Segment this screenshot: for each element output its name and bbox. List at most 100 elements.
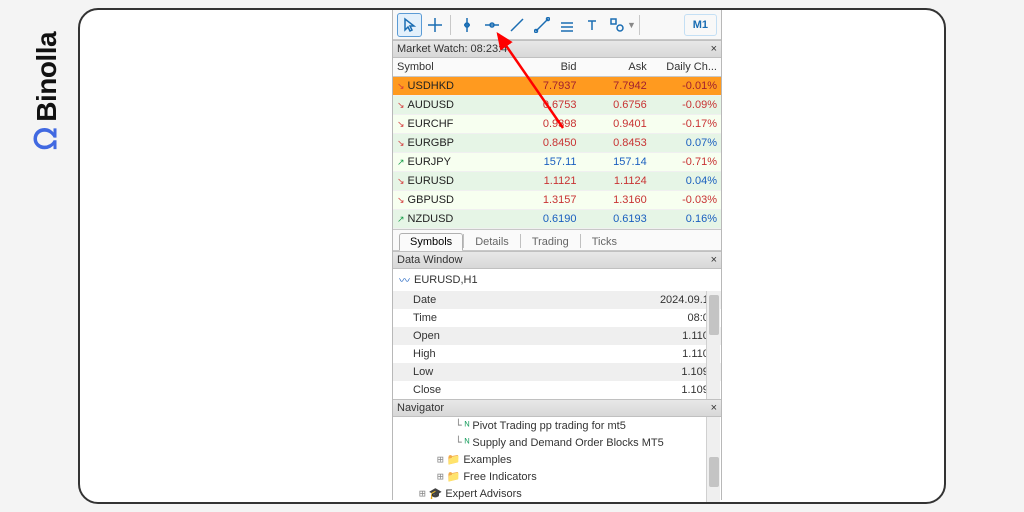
trend-arrow-icon: ↘ bbox=[397, 119, 405, 130]
data-key: Low bbox=[413, 366, 681, 378]
folder-icon: 📁 bbox=[447, 453, 461, 466]
indicator-icon: ᴺ bbox=[465, 437, 470, 449]
trend-arrow-icon: ↘ bbox=[397, 195, 405, 206]
navigator-item[interactable]: └ ᴺ Pivot Trading pp trading for mt5 bbox=[393, 417, 721, 434]
ask-value: 0.6193 bbox=[577, 213, 647, 225]
dropdown-icon[interactable]: ▼ bbox=[627, 20, 636, 30]
symbol-name: EURGBP bbox=[408, 137, 454, 149]
bid-value: 0.9398 bbox=[506, 118, 576, 130]
vline-tool[interactable] bbox=[454, 13, 479, 37]
scrollbar[interactable] bbox=[706, 291, 720, 399]
app-frame: ▼ M1 Market Watch: 08:23:4 × Symbol Bid … bbox=[78, 8, 946, 504]
timeframe-button[interactable]: M1 bbox=[684, 14, 717, 36]
trend-arrow-icon: ↘ bbox=[397, 81, 405, 92]
close-icon[interactable]: × bbox=[711, 402, 717, 414]
expand-icon[interactable]: ⊞ bbox=[437, 470, 444, 483]
trend-arrow-icon: ↗ bbox=[397, 157, 405, 168]
market-watch-header: Market Watch: 08:23:4 × bbox=[393, 40, 721, 58]
market-watch-row[interactable]: ↘GBPUSD1.31571.3160-0.03% bbox=[393, 191, 721, 210]
symbol-name: EURCHF bbox=[408, 118, 454, 130]
hline-tool[interactable] bbox=[479, 13, 504, 37]
shapes-tool[interactable] bbox=[604, 13, 629, 37]
symbol-name: AUDUSD bbox=[408, 99, 454, 111]
ask-value: 1.1124 bbox=[577, 175, 647, 187]
polyline-tool[interactable] bbox=[529, 13, 554, 37]
data-window-row: Open1.1100 bbox=[393, 327, 721, 345]
data-key: Time bbox=[413, 312, 687, 324]
trend-arrow-icon: ↘ bbox=[397, 100, 405, 111]
cursor-tool[interactable] bbox=[397, 13, 422, 37]
market-watch-row[interactable]: ↘EURGBP0.84500.84530.07% bbox=[393, 134, 721, 153]
data-window-row: Time08:00 bbox=[393, 309, 721, 327]
brand-logo: ᘯ Binolla bbox=[30, 32, 64, 150]
crosshair-tool[interactable] bbox=[422, 13, 447, 37]
close-icon[interactable]: × bbox=[711, 43, 717, 55]
change-value: 0.16% bbox=[647, 213, 717, 225]
expand-icon[interactable]: ⊞ bbox=[419, 487, 426, 500]
market-watch-title: Market Watch: 08:23:4 bbox=[397, 43, 507, 55]
navigator-item[interactable]: └ ᴺ Supply and Demand Order Blocks MT5 bbox=[393, 434, 721, 451]
toolbar-separator bbox=[450, 15, 451, 35]
market-watch-row[interactable]: ↘EURUSD1.11211.11240.04% bbox=[393, 172, 721, 191]
col-change[interactable]: Daily Ch... bbox=[647, 61, 717, 73]
data-window-header: Data Window × bbox=[393, 251, 721, 269]
navigator-item[interactable]: ⊞ 🎓 Expert Advisors bbox=[393, 485, 721, 502]
col-bid[interactable]: Bid bbox=[506, 61, 576, 73]
navigator-item[interactable]: ⊞ 📁 Free Indicators bbox=[393, 468, 721, 485]
tab-details[interactable]: Details bbox=[464, 233, 520, 251]
market-watch-row[interactable]: ↗NZDUSD0.61900.61930.16% bbox=[393, 210, 721, 229]
tab-symbols[interactable]: Symbols bbox=[399, 233, 463, 251]
channel-tool[interactable] bbox=[554, 13, 579, 37]
tab-ticks[interactable]: Ticks bbox=[581, 233, 628, 251]
col-ask[interactable]: Ask bbox=[577, 61, 647, 73]
market-watch-tabs: Symbols Details Trading Ticks bbox=[393, 229, 721, 251]
market-watch-row[interactable]: ↗EURJPY157.11157.14-0.71% bbox=[393, 153, 721, 172]
close-icon[interactable]: × bbox=[711, 254, 717, 266]
bid-value: 1.3157 bbox=[506, 194, 576, 206]
change-value: -0.09% bbox=[647, 99, 717, 111]
trend-arrow-icon: ↗ bbox=[397, 214, 405, 225]
bid-value: 0.6190 bbox=[506, 213, 576, 225]
col-symbol[interactable]: Symbol bbox=[397, 61, 506, 73]
toolbar-separator bbox=[639, 15, 640, 35]
trendline-tool[interactable] bbox=[504, 13, 529, 37]
data-window-symbol: EURUSD,H1 bbox=[414, 274, 478, 286]
brand-logo-icon: ᘯ bbox=[30, 128, 64, 150]
bid-value: 7.7937 bbox=[506, 80, 576, 92]
ask-value: 0.8453 bbox=[577, 137, 647, 149]
data-key: Date bbox=[413, 294, 660, 306]
market-watch-row[interactable]: ↘AUDUSD 0.67530.6756-0.09% bbox=[393, 96, 721, 115]
navigator-item[interactable]: ⊞ 📜 Scripts bbox=[393, 502, 721, 504]
data-window-row: Date2024.09.16 bbox=[393, 291, 721, 309]
text-tool[interactable] bbox=[579, 13, 604, 37]
data-window-row: Close1.1099 bbox=[393, 381, 721, 399]
scrollbar[interactable] bbox=[706, 417, 720, 504]
folder-icon: 📁 bbox=[447, 470, 461, 483]
expand-icon[interactable]: ⊞ bbox=[437, 453, 444, 466]
navigator-label: Examples bbox=[463, 454, 511, 466]
data-window-title: Data Window bbox=[397, 254, 462, 266]
bid-value: 0.6753 bbox=[506, 99, 576, 111]
navigator-label: Supply and Demand Order Blocks MT5 bbox=[472, 437, 663, 449]
change-value: 0.07% bbox=[647, 137, 717, 149]
bid-value: 157.11 bbox=[506, 156, 576, 168]
symbol-name: GBPUSD bbox=[408, 194, 454, 206]
market-watch-row[interactable]: ↘EURCHF0.93980.9401-0.17% bbox=[393, 115, 721, 134]
symbol-name: USDHKD bbox=[408, 80, 454, 92]
data-key: High bbox=[413, 348, 682, 360]
ask-value: 0.9401 bbox=[577, 118, 647, 130]
navigator-item[interactable]: ⊞ 📁 Examples bbox=[393, 451, 721, 468]
data-key: Open bbox=[413, 330, 682, 342]
ask-value: 7.7942 bbox=[577, 80, 647, 92]
indicator-icon: ᴺ bbox=[465, 420, 470, 432]
change-value: 0.04% bbox=[647, 175, 717, 187]
navigator-label: Expert Advisors bbox=[445, 488, 521, 500]
tab-trading[interactable]: Trading bbox=[521, 233, 580, 251]
ask-value: 0.6756 bbox=[577, 99, 647, 111]
market-watch-row[interactable]: ↘USDHKD 7.79377.7942-0.01% bbox=[393, 77, 721, 96]
trend-arrow-icon: ↘ bbox=[397, 138, 405, 149]
ask-value: 157.14 bbox=[577, 156, 647, 168]
change-value: -0.01% bbox=[647, 80, 717, 92]
navigator-label: Pivot Trading pp trading for mt5 bbox=[472, 420, 625, 432]
data-window-row: Low1.1097 bbox=[393, 363, 721, 381]
